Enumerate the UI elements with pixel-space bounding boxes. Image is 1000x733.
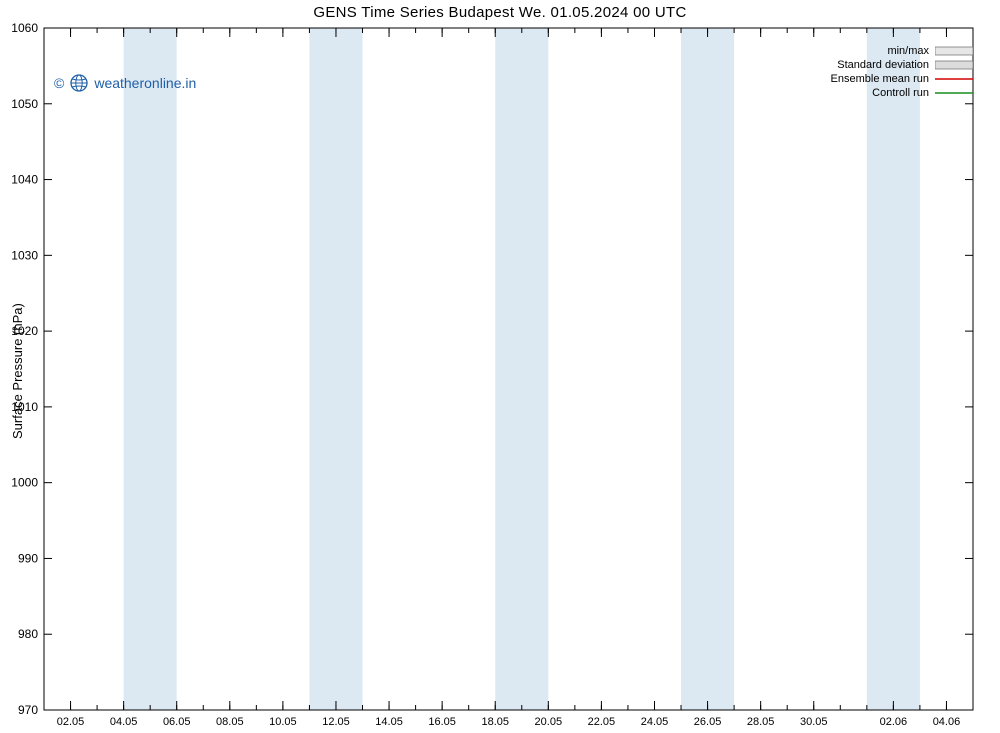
x-tick-label: 26.05	[694, 716, 722, 728]
chart-container: 970980990100010101020103010401050106002.…	[0, 0, 1000, 733]
x-tick-label: 02.06	[880, 716, 908, 728]
weekend-band	[124, 28, 177, 710]
x-tick-label: 28.05	[747, 716, 775, 728]
y-tick-label: 1040	[11, 173, 38, 187]
legend-swatch	[935, 60, 973, 70]
y-tick-label: 1030	[11, 248, 38, 262]
weekend-band	[309, 28, 362, 710]
y-tick-label: 1050	[11, 97, 38, 111]
weekend-band	[495, 28, 548, 710]
legend-swatch	[935, 88, 973, 98]
x-tick-label: 10.05	[269, 716, 297, 728]
x-tick-label: 06.05	[163, 716, 191, 728]
legend-label: Ensemble mean run	[831, 73, 929, 85]
globe-icon	[70, 74, 88, 92]
weekend-band	[681, 28, 734, 710]
x-tick-label: 04.06	[933, 716, 961, 728]
legend-swatch	[935, 74, 973, 84]
x-tick-label: 14.05	[375, 716, 403, 728]
watermark: © weatheronline.in	[54, 74, 196, 92]
legend-label: min/max	[887, 45, 929, 57]
legend-item: Ensemble mean run	[831, 72, 973, 86]
y-tick-label: 990	[18, 551, 38, 565]
x-tick-label: 18.05	[481, 716, 509, 728]
legend-label: Standard deviation	[837, 59, 929, 71]
y-tick-label: 1060	[11, 21, 38, 35]
weekend-band	[867, 28, 920, 710]
x-tick-label: 30.05	[800, 716, 828, 728]
legend-label: Controll run	[872, 87, 929, 99]
x-tick-label: 08.05	[216, 716, 244, 728]
x-tick-label: 24.05	[641, 716, 669, 728]
x-tick-label: 02.05	[57, 716, 85, 728]
chart-title: GENS Time Series Budapest We. 01.05.2024…	[0, 4, 1000, 21]
legend-swatch	[935, 46, 973, 56]
x-tick-label: 04.05	[110, 716, 138, 728]
y-tick-label: 1000	[11, 476, 38, 490]
y-axis-label: Surface Pressure (hPa)	[10, 303, 25, 439]
x-tick-label: 20.05	[535, 716, 563, 728]
legend-item: Controll run	[831, 86, 973, 100]
y-tick-label: 980	[18, 627, 38, 641]
y-tick-label: 970	[18, 703, 38, 717]
copyright-symbol: ©	[54, 75, 64, 91]
x-tick-label: 22.05	[588, 716, 616, 728]
legend: min/max Standard deviation Ensemble mean r…	[831, 44, 973, 100]
legend-item: Standard deviation	[831, 58, 973, 72]
legend-item: min/max	[831, 44, 973, 58]
x-tick-label: 12.05	[322, 716, 350, 728]
chart-plot: 970980990100010101020103010401050106002.…	[0, 0, 1000, 733]
x-tick-label: 16.05	[428, 716, 456, 728]
watermark-text: weatheronline.in	[94, 75, 196, 91]
